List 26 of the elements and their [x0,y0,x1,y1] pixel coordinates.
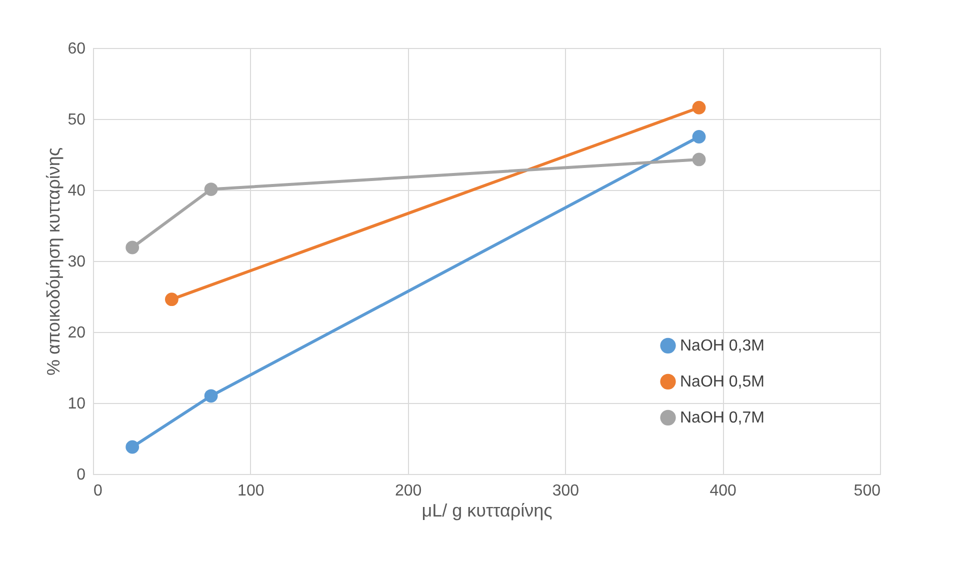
y-tick-label: 60 [68,40,86,58]
x-axis-title: μL/ g κυτταρίνης [422,500,553,520]
point [692,130,706,144]
y-tick-label: 10 [68,396,86,412]
point [692,100,706,114]
legend-label: NaOH 0,3M [680,338,764,355]
x-tick-label: 100 [238,482,264,500]
y-axis-title: % αποικοδόμηση κυτταρίνης [44,147,64,376]
x-tick-label: 500 [854,482,881,500]
point [164,292,178,306]
x-tick-label: 200 [394,482,422,500]
y-tick-label: 30 [68,254,86,270]
point [692,152,706,166]
x-tick-label: 300 [552,482,580,500]
x-tick-label: 0 [94,482,102,500]
y-tick-label: 0 [76,466,86,484]
point [204,389,218,403]
point [204,182,218,196]
y-tick-label: 40 [68,182,86,200]
legend-label: NaOH 0,7M [680,410,764,427]
x-tick-label: 400 [710,482,737,500]
y-tick-label: 50 [68,112,86,128]
point [126,240,140,254]
legend-label: NaOH 0,5M [680,374,764,391]
y-tick-label: 20 [68,324,86,342]
point [126,440,140,454]
